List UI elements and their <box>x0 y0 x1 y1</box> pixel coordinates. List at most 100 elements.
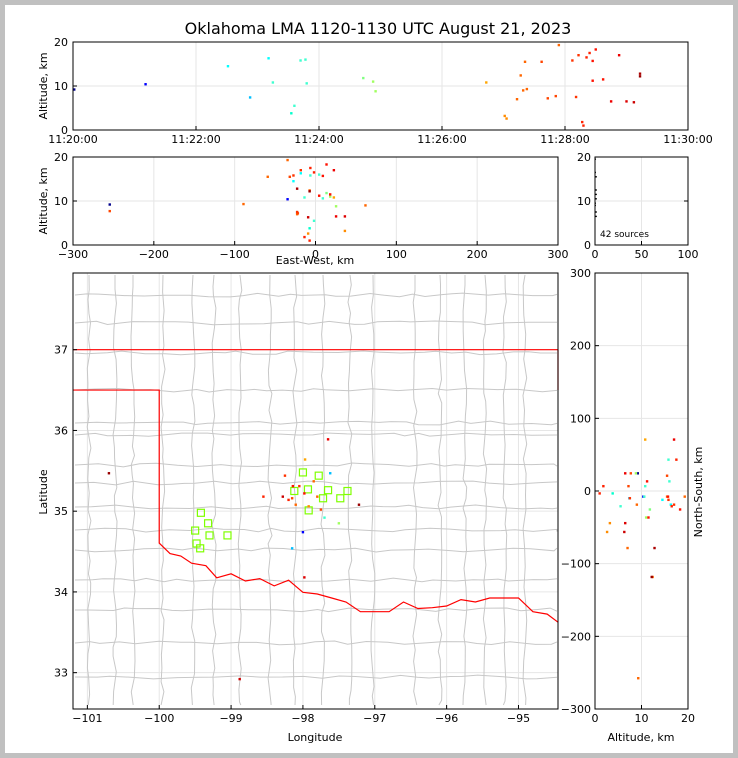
lightning-source-point <box>303 196 306 199</box>
time-tick-label: 11:22:00 <box>171 133 220 146</box>
lightning-source-point <box>611 492 614 495</box>
lightning-source-point <box>523 60 527 63</box>
ew-tick-label: −200 <box>139 248 169 261</box>
map-ylabel: Latitude <box>37 469 50 515</box>
lightning-source-point <box>328 195 332 198</box>
county-boundary <box>74 480 558 486</box>
county-boundary <box>482 274 488 706</box>
count-tick-label: 100 <box>678 248 699 261</box>
lightning-source-point <box>678 508 682 511</box>
county-boundary <box>74 350 557 356</box>
altitude-tick-label: 0 <box>584 239 591 252</box>
ew-tick-label: 0 <box>312 248 319 261</box>
lightning-source-point <box>670 505 673 508</box>
county-boundary <box>75 607 558 613</box>
altitude-tick-label: 0 <box>592 712 599 725</box>
state-border-red-river <box>158 542 559 623</box>
longitude-tick-label: −99 <box>219 712 242 725</box>
lightning-source-point <box>312 171 316 174</box>
lightning-source-point <box>581 120 584 124</box>
lightning-source-point <box>296 212 300 215</box>
lightning-source-point <box>667 498 670 502</box>
altitude-tick-label: 20 <box>681 712 695 725</box>
lightning-source-point <box>625 100 628 103</box>
lightning-source-point <box>546 97 549 100</box>
lma-station-marker <box>290 486 299 496</box>
lightning-source-point <box>328 193 332 196</box>
county-boundary <box>112 275 118 706</box>
lightning-source-point <box>661 498 664 502</box>
lightning-source-point <box>308 227 311 230</box>
lightning-source-point <box>266 175 269 178</box>
lightning-source-point <box>286 158 289 162</box>
lightning-source-point <box>505 117 508 120</box>
lightning-source-point <box>574 95 578 99</box>
map-panel: −101 −100 −99 −98 −97 −96 −95 33 34 35 36 37 Latitu… <box>37 272 559 744</box>
ew-altitude-ylabel: Altitude, km <box>37 167 50 234</box>
latitude-tick-label: 36 <box>54 424 68 437</box>
lightning-source-point <box>644 516 648 519</box>
lightning-source-point <box>577 54 580 57</box>
county-boundary <box>74 504 558 510</box>
lightning-source-point <box>591 59 594 63</box>
time-tick-label: 11:30:00 <box>663 133 712 146</box>
lma-station-marker <box>303 485 313 494</box>
ns-tick-label: −300 <box>561 703 591 716</box>
lightning-source-point <box>242 202 245 206</box>
lightning-source-point <box>299 169 303 172</box>
ew-altitude-xlabel: East-West, km <box>276 254 354 267</box>
longitude-tick-label: −101 <box>72 712 102 725</box>
ns-tick-label: 200 <box>570 340 591 353</box>
lightning-source-point <box>325 163 328 166</box>
longitude-tick-label: −96 <box>435 712 458 725</box>
lightning-source-point <box>591 79 594 82</box>
lma-station-marker <box>298 468 308 477</box>
lightning-source-point <box>628 497 632 500</box>
county-boundary <box>502 274 508 706</box>
county-boundary <box>74 462 558 468</box>
county-boundary <box>160 274 166 706</box>
county-boundary <box>370 274 376 706</box>
lightning-source-point <box>329 472 332 475</box>
lightning-source-point <box>304 58 307 61</box>
county-boundary <box>292 274 298 706</box>
lightning-source-point <box>288 175 291 178</box>
altitude-tick-label: 20 <box>577 151 591 164</box>
lightning-source-point <box>316 495 319 498</box>
ns-tick-label: 100 <box>570 412 591 425</box>
lightning-source-point <box>307 505 310 508</box>
lightning-source-point <box>303 235 306 239</box>
lightning-source-point <box>343 215 347 218</box>
lightning-source-point <box>301 530 305 534</box>
lightning-source-point <box>672 438 676 441</box>
county-boundary <box>74 527 558 533</box>
lightning-source-point <box>294 503 297 506</box>
lightning-source-point <box>643 495 646 498</box>
lightning-source-point <box>521 89 525 92</box>
lightning-source-point <box>554 94 557 98</box>
lightning-source-point <box>632 101 636 104</box>
altitude-ns-xlabel: Altitude, km <box>607 731 674 744</box>
county-boundary <box>74 320 557 326</box>
lightning-source-point <box>675 458 678 461</box>
lightning-source-point <box>627 484 630 488</box>
lightning-source-point <box>343 229 347 233</box>
lightning-source-point <box>557 43 561 47</box>
lma-station-marker <box>343 486 352 496</box>
figure-title: Oklahoma LMA 1120-1130 UTC August 21, 20… <box>185 19 572 38</box>
time-tick-label: 11:28:00 <box>540 133 589 146</box>
county-boundary <box>267 274 273 706</box>
latitude-tick-label: 34 <box>54 586 68 599</box>
lightning-source-point <box>617 54 621 57</box>
lightning-source-point <box>623 530 626 534</box>
ew-tick-label: −300 <box>58 248 88 261</box>
lightning-source-point <box>667 458 670 461</box>
lightning-source-point <box>608 521 612 525</box>
altitude-histogram-panel: 0 50 100 0 10 20 42 sources <box>577 151 699 261</box>
lightning-source-point <box>290 497 294 500</box>
lightning-source-point <box>248 96 252 99</box>
lightning-source-point <box>305 82 308 85</box>
lightning-source-point <box>645 480 649 483</box>
lightning-source-point <box>605 530 609 534</box>
lightning-source-point <box>362 76 365 80</box>
